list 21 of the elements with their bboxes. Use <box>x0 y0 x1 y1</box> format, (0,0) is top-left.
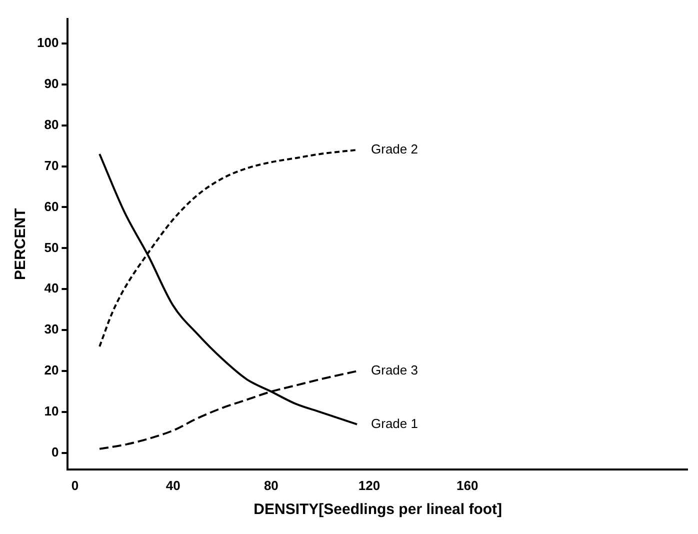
x-tick-label: 80 <box>264 478 278 493</box>
x-tick-label: 0 <box>71 478 79 493</box>
y-tick-label: 90 <box>44 76 59 91</box>
y-axis-title: PERCENT <box>12 208 30 280</box>
y-tick-label: 80 <box>44 116 59 132</box>
y-tick-label: 20 <box>44 362 59 378</box>
series-label: Grade 2 <box>371 141 418 156</box>
series-label: Grade 1 <box>371 416 418 431</box>
x-tick-label: 160 <box>456 478 478 493</box>
y-tick-label: 70 <box>44 158 59 173</box>
y-tick-label: 10 <box>44 404 59 419</box>
y-tick-label: 0 <box>51 444 59 460</box>
y-tick-label: 100 <box>36 34 59 50</box>
y-tick-label: 40 <box>44 280 59 296</box>
y-tick-label: 60 <box>44 198 59 214</box>
x-tick-label: 120 <box>358 478 380 493</box>
y-tick-label: 50 <box>44 240 59 255</box>
y-tick-label: 30 <box>44 322 59 337</box>
x-tick-label: 40 <box>166 478 180 493</box>
x-axis-title: DENSITY[Seedlings per lineal foot] <box>254 501 502 518</box>
series-label: Grade 3 <box>371 362 418 378</box>
